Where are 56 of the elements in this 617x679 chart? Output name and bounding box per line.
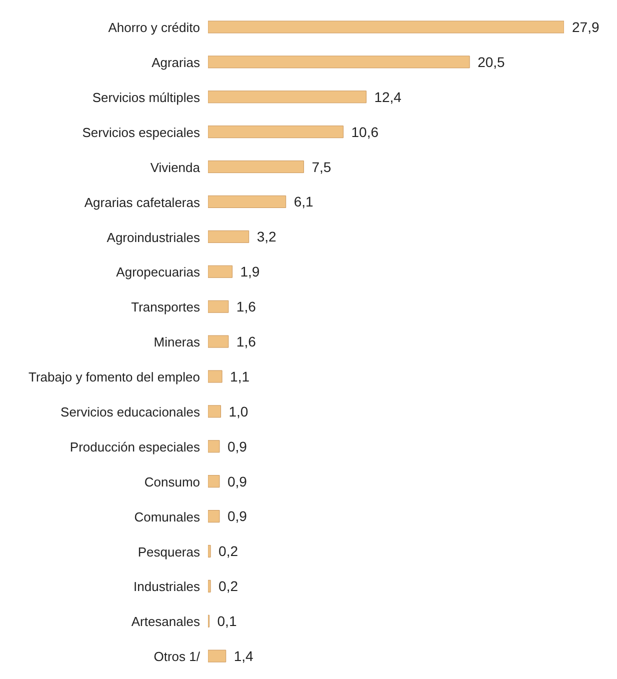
y-tick-label: Ahorro y crédito: [108, 20, 200, 36]
bar: [208, 335, 229, 348]
data-label: 1,9: [240, 264, 260, 280]
bar: [208, 544, 211, 558]
y-tick-label: Mineras: [154, 334, 200, 350]
bar: [208, 20, 564, 34]
y-tick-label: Vivienda: [150, 160, 201, 175]
bar: [208, 56, 470, 68]
bar: [208, 475, 220, 488]
data-label: 12,4: [374, 88, 402, 105]
y-tick-label: Trabajo y fomento del empleo: [28, 370, 200, 385]
y-tick-label: Comunales: [134, 509, 200, 524]
y-tick-label: Agrarias cafetaleras: [84, 194, 200, 210]
bar: [208, 440, 220, 453]
bar: [208, 195, 286, 208]
y-tick-label: Industriales: [134, 579, 200, 594]
data-label: 0,9: [227, 473, 248, 490]
bar: [208, 580, 211, 592]
data-label: 1,1: [230, 368, 250, 384]
data-label: 0,2: [218, 543, 238, 560]
data-label: 6,1: [294, 194, 314, 210]
data-label: 3,2: [256, 228, 277, 245]
data-label: 1,6: [236, 333, 256, 350]
data-label: 27,9: [572, 18, 600, 35]
bar: [208, 650, 226, 662]
data-label: 0,1: [217, 613, 237, 630]
data-label: 1,4: [234, 648, 254, 664]
data-label: 0,9: [227, 438, 248, 454]
y-tick-label: Servicios múltiples: [92, 90, 200, 105]
bar: [208, 370, 222, 383]
y-tick-label: Servicios especiales: [82, 124, 200, 140]
y-tick-label: Pesqueras: [138, 544, 200, 560]
y-tick-label: Consumo: [144, 474, 200, 490]
y-tick-label: Transportes: [131, 300, 200, 315]
bar: [208, 405, 222, 418]
y-tick-label: Agroindustriales: [106, 230, 200, 245]
data-label: 1,6: [236, 298, 256, 315]
bar: [208, 510, 220, 523]
bar: [208, 126, 344, 138]
y-tick-label: Agropecuarias: [116, 264, 200, 280]
data-label: 20,5: [478, 54, 506, 70]
bar: [208, 265, 232, 278]
data-label: 7,5: [312, 158, 332, 175]
data-label: 10,6: [351, 124, 379, 140]
data-label: 0,9: [227, 508, 248, 524]
bar: [208, 230, 250, 243]
bar: [208, 160, 304, 174]
bar: [208, 300, 229, 313]
y-tick-label: Servicios educacionales: [60, 404, 200, 420]
data-label: 0,2: [218, 578, 238, 594]
y-tick-label: Artesanales: [131, 614, 200, 630]
bar: [208, 90, 366, 104]
data-label: 1,0: [228, 403, 248, 420]
y-tick-label: Producción especiales: [70, 439, 200, 454]
y-tick-label: Agrarias: [152, 55, 200, 70]
y-tick-label: Otros 1/: [154, 649, 200, 664]
